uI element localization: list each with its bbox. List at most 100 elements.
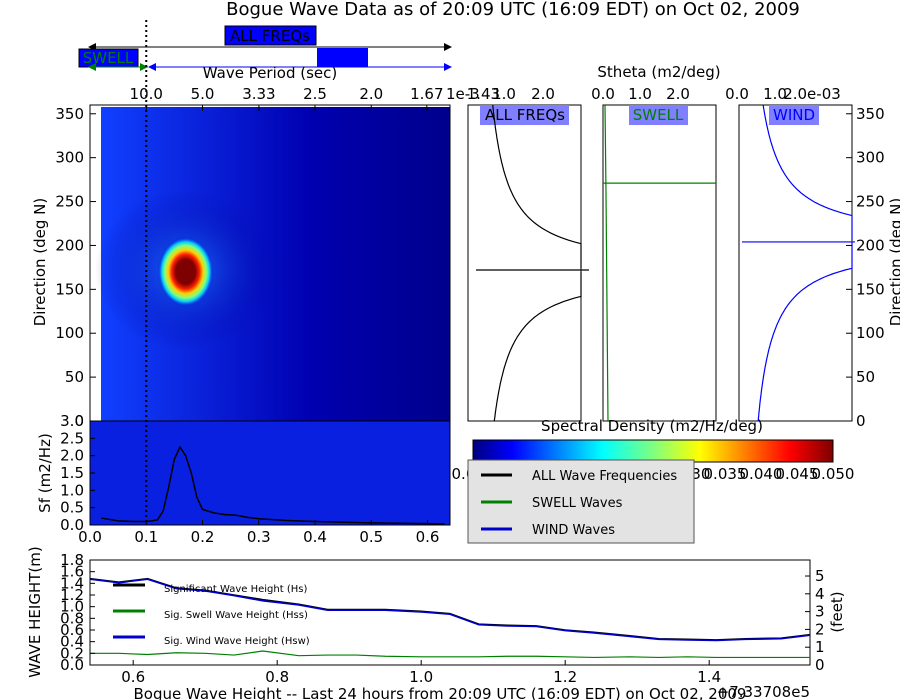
sf-series-line bbox=[101, 445, 445, 525]
colorbar-gradient bbox=[472, 439, 834, 463]
sf-ylabel: Sf (m2/Hz) bbox=[36, 433, 54, 513]
sf-x-tick-label: 0.4 bbox=[303, 528, 327, 546]
wind-arrow-left bbox=[148, 63, 156, 71]
heatmap-y-tick-label: 50 bbox=[65, 368, 84, 386]
wave-height-y-ticks: 0.00.20.40.60.81.01.21.41.61.8 bbox=[60, 551, 95, 674]
stheta-right-tick-label: 0 bbox=[856, 412, 866, 430]
wave-height-y-tick-label: 0.6 bbox=[60, 621, 84, 639]
stheta-wind-tick-2: 2.0e-03 bbox=[783, 85, 841, 103]
wave-height-x-tick-label: 1.0 bbox=[409, 668, 433, 686]
frequency-legend: ALL Wave Frequencies SWELL Waves WIND Wa… bbox=[467, 459, 695, 544]
figure-title: Bogue Wave Data as of 20:09 UTC (16:09 E… bbox=[226, 0, 800, 20]
sf-y-ticks: 0.00.51.01.52.02.53.0 bbox=[60, 412, 95, 534]
top-axis-label: Wave Period (sec) bbox=[203, 64, 337, 82]
wave-height-series bbox=[89, 577, 811, 659]
sf-x-ticks: 0.0 0.1 0.2 0.3 0.4 0.5 0.6 bbox=[78, 520, 439, 546]
wave-height-x-offset: +7.33708e5 bbox=[717, 683, 810, 700]
stheta-panels: Stheta (m2/deg) ALL FREQs 1e-3 1.0 2.0 S… bbox=[446, 63, 900, 430]
stheta-swell-tick-0: 0.0 bbox=[591, 85, 615, 103]
legend-swell-label: SWELL Waves bbox=[532, 496, 623, 511]
wave-height-xlabel: Bogue Wave Height -- Last 24 hours from … bbox=[134, 685, 747, 700]
stheta-wind-tick-0: 0.0 bbox=[725, 85, 749, 103]
wave-height-right-tick-label: 5 bbox=[815, 567, 825, 585]
wave-height-right-tick-label: 0 bbox=[815, 656, 825, 674]
legend-wind-label: WIND Waves bbox=[532, 523, 615, 538]
wave-height-frame bbox=[89, 559, 811, 666]
stheta-swell-frame bbox=[602, 104, 717, 422]
wave-height-right-tick-label: 1 bbox=[815, 638, 825, 656]
wave-height-y-tick-label: 0.2 bbox=[60, 644, 84, 662]
heatmap-y-tick-label: 150 bbox=[55, 280, 84, 298]
stheta-right-tick-label: 100 bbox=[856, 324, 885, 342]
heatmap-top-tick-label: 2.5 bbox=[303, 85, 327, 103]
heatmap-ylabel: Direction (deg N) bbox=[31, 198, 49, 327]
wind-arrow-right bbox=[444, 63, 452, 71]
stheta-right-tick-label: 150 bbox=[856, 280, 885, 298]
all-freqs-button[interactable] bbox=[224, 25, 317, 46]
stheta-all-label: ALL FREQs bbox=[485, 106, 565, 124]
stheta-wind-tick-1: 1.0 bbox=[763, 85, 787, 103]
wind-band-block[interactable] bbox=[317, 48, 368, 67]
heatmap-y-tick-label: 250 bbox=[55, 193, 84, 211]
wh-legend-hss-label: Sig. Swell Wave Height (Hss) bbox=[164, 610, 308, 621]
wave-height-right-tick-label: 4 bbox=[815, 585, 825, 603]
swell-arrow-left bbox=[88, 63, 96, 71]
heatmap-top-ticks: 10.0 5.0 3.33 2.5 2.0 1.67 1.43 bbox=[130, 85, 500, 111]
heatmap-y-tick-label: 300 bbox=[55, 149, 84, 167]
heatmap-y-tick-label: 200 bbox=[55, 236, 84, 254]
wave-height-legend: Significant Wave Height (Hs) Sig. Swell … bbox=[113, 583, 310, 647]
stheta-wind-frame bbox=[738, 104, 853, 422]
swell-arrow-right bbox=[140, 63, 148, 71]
wave-height-y-tick-label: 1.8 bbox=[60, 551, 84, 569]
stheta-all-tick-1: 1.0 bbox=[492, 85, 516, 103]
wave-height-x-tick-label: 0.6 bbox=[121, 668, 145, 686]
colorbar-tick-label: 0.045 bbox=[776, 465, 819, 483]
stheta-title: Stheta (m2/deg) bbox=[597, 63, 720, 81]
stheta-all-exp: 1e-3 bbox=[446, 85, 480, 103]
wave-height-y-tick-label: 1.6 bbox=[60, 563, 84, 581]
wave-height-line-1 bbox=[90, 650, 810, 659]
stheta-wind-curve bbox=[742, 104, 855, 422]
heatmap-y-ticks: 0 50 100 150 200 250 300 350 bbox=[55, 105, 96, 430]
wave-height-x-tick-label: 1.4 bbox=[697, 668, 721, 686]
stheta-right-tick-label: 50 bbox=[856, 368, 875, 386]
wave-height-chart: 0.6 0.8 1.0 1.2 1.4 0.00.20.40.60.81.01.21.4… bbox=[26, 546, 846, 700]
stheta-wind-label: WIND bbox=[773, 106, 815, 124]
wave-height-right-tick-label: 2 bbox=[815, 620, 825, 638]
wave-height-y-tick-label: 1.4 bbox=[60, 574, 84, 592]
wave-height-x-ticks: 0.6 0.8 1.0 1.2 1.4 bbox=[121, 660, 721, 686]
all-freqs-button-label: ALL FREQs bbox=[230, 27, 310, 45]
stheta-right-ticks: 0 50 100 150 200 250 300 350 bbox=[846, 105, 885, 430]
sf-y-tick-label: 0.0 bbox=[60, 516, 84, 534]
wave-height-right-tick-label: 3 bbox=[815, 603, 825, 621]
wh-legend-hs-label: Significant Wave Height (Hs) bbox=[164, 584, 307, 595]
sf-y-tick-label: 0.5 bbox=[60, 499, 84, 517]
wave-height-ylabel: WAVE HEIGHT(m) bbox=[26, 546, 44, 677]
heatmap-top-tick-label: 3.33 bbox=[242, 85, 275, 103]
stheta-swell-label-box bbox=[629, 105, 688, 125]
stheta-swell-curve bbox=[603, 104, 716, 422]
stheta-all-label-box bbox=[480, 105, 569, 125]
stheta-all-curve bbox=[476, 104, 589, 422]
wave-height-y-tick-label: 0.4 bbox=[60, 633, 84, 651]
wave-height-line-2 bbox=[89, 578, 811, 642]
sf-x-tick-label: 0.3 bbox=[247, 528, 271, 546]
heatmap-top-tick-label: 5.0 bbox=[191, 85, 215, 103]
stheta-swell-label: SWELL bbox=[633, 106, 684, 124]
heatmap-top-tick-label: 1.43 bbox=[467, 85, 500, 103]
wave-height-x-tick-label: 1.2 bbox=[553, 668, 577, 686]
stheta-all-frame bbox=[467, 104, 582, 422]
heatmap-y-tick-label: 100 bbox=[55, 324, 84, 342]
sf-x-tick-label: 0.5 bbox=[359, 528, 383, 546]
sf-x-tick-label: 0.6 bbox=[416, 528, 440, 546]
sf-y-tick-label: 2.0 bbox=[60, 447, 84, 465]
sf-x-tick-label: 0.0 bbox=[78, 528, 102, 546]
colorbar-tick-label: 0.050 bbox=[812, 465, 855, 483]
wave-height-x-tick-label: 0.8 bbox=[265, 668, 289, 686]
wh-legend-hsw-label: Sig. Wind Wave Height (Hsw) bbox=[164, 636, 310, 647]
colorbar-tick-label: 0.035 bbox=[704, 465, 747, 483]
sf-y-tick-label: 2.5 bbox=[60, 429, 84, 447]
band-selector: ALL FREQs SWELL bbox=[78, 25, 452, 71]
